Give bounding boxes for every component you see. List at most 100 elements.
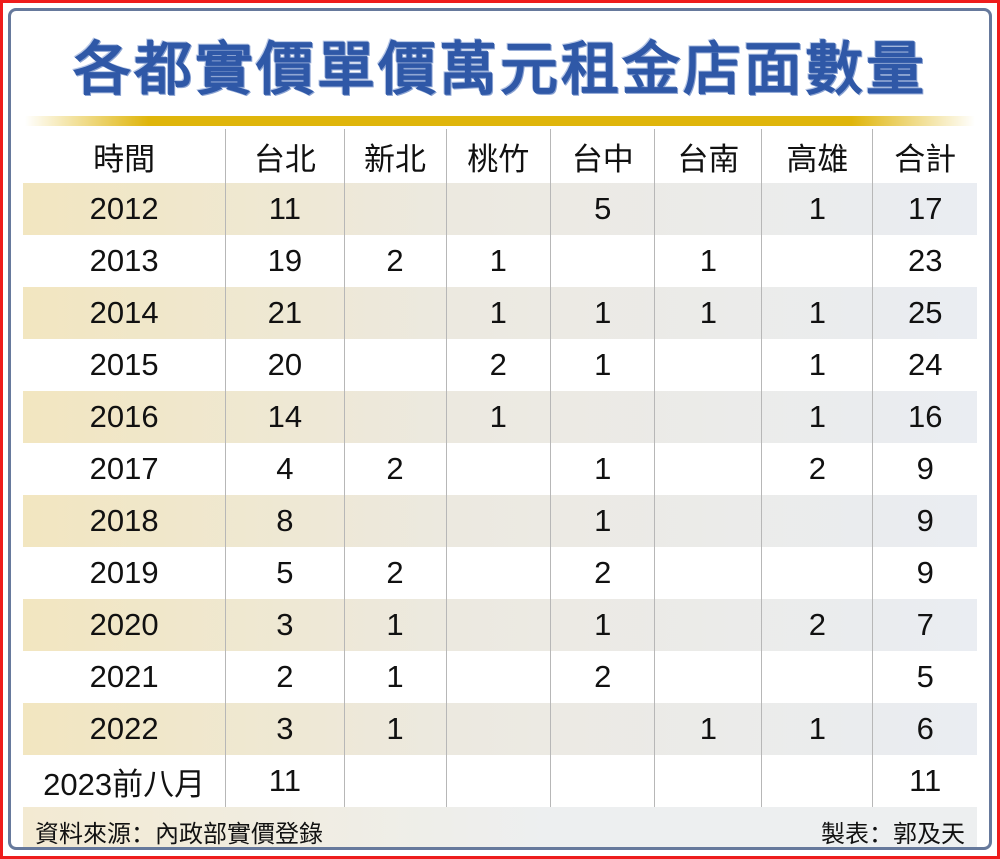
table-cell: 2: [445, 339, 550, 391]
table-cell: 2: [343, 547, 446, 599]
table-cell: [445, 651, 550, 703]
table-row: 2013 19 2 1 1 23: [23, 235, 977, 287]
table-cell: 2: [761, 599, 872, 651]
table-cell: 4: [225, 443, 343, 495]
table-row: 2021 2 1 2 5: [23, 651, 977, 703]
table-cell: 1: [445, 391, 550, 443]
page-frame-blue: 各都實價單價萬元租金店面數量 時間 台北 新北 桃竹 台中 台南 高雄 合計 2012 11 5 1…: [8, 8, 992, 850]
table-cell: [654, 339, 761, 391]
table-cell: 14: [225, 391, 343, 443]
table-cell: [654, 755, 761, 807]
table-row: 2022 3 1 1 1 6: [23, 703, 977, 755]
table-cell: [654, 443, 761, 495]
table-cell: [343, 287, 446, 339]
table-cell: [761, 495, 872, 547]
table-cell: 3: [225, 599, 343, 651]
table-cell: 9: [872, 495, 976, 547]
table-cell: 11: [225, 755, 343, 807]
row-label: 2015: [89, 347, 159, 382]
table-cell: 1: [654, 703, 761, 755]
table-cell: 1: [343, 651, 446, 703]
table-cell: 9: [872, 547, 976, 599]
table-cell: 1: [761, 287, 872, 339]
header-cell: 高雄: [761, 129, 873, 183]
table-cell: 1: [550, 287, 654, 339]
table-cell: [654, 495, 761, 547]
table-cell: [654, 651, 761, 703]
table-cell: 1: [343, 703, 446, 755]
table-cell: [445, 703, 550, 755]
table-body: 2012 11 5 1 17 2013 19 2 1 1 23 2014 21 1 1 1 1 25 2015 20 2…: [23, 183, 977, 807]
table-cell: 1: [761, 391, 872, 443]
table-cell: 21: [225, 287, 343, 339]
table-cell: 23: [872, 235, 976, 287]
table-cell: [445, 495, 550, 547]
table-cell: 1: [761, 703, 872, 755]
table-row: 2019 5 2 2 9: [23, 547, 977, 599]
header-row: 時間 台北 新北 桃竹 台中 台南 高雄 合計: [23, 129, 977, 183]
header-cell: 時間: [23, 129, 226, 183]
row-label: 2018: [89, 503, 159, 538]
table-cell: 2: [550, 547, 654, 599]
table-cell: 2: [761, 443, 872, 495]
table-cell: 1: [761, 183, 872, 235]
table-cell: 5: [872, 651, 976, 703]
page-title: 各都實價單價萬元租金店面數量: [72, 37, 927, 102]
table-row: 2017 4 2 1 2 9: [23, 443, 977, 495]
table-cell: [343, 183, 446, 235]
table-cell: 1: [654, 235, 761, 287]
table-cell: 1: [550, 599, 654, 651]
header-cell: 桃竹: [445, 129, 551, 183]
table-cell: 11: [225, 183, 343, 235]
table-cell: 1: [550, 443, 654, 495]
row-label: 2013: [89, 243, 159, 278]
table-cell: [654, 391, 761, 443]
table-cell: 2: [343, 235, 446, 287]
table-cell: 1: [654, 287, 761, 339]
table-cell: 5: [550, 183, 654, 235]
table-cell: [761, 547, 872, 599]
header-cell: 台北: [225, 129, 344, 183]
header-cell: 台中: [550, 129, 655, 183]
table-cell: [654, 599, 761, 651]
footer-bar: 資料來源：內政部實價登錄 製表：郭及天: [23, 807, 977, 848]
table-cell: [761, 651, 872, 703]
header-cell: 新北: [343, 129, 446, 183]
table-cell: [445, 183, 550, 235]
source-label: 資料來源：內政部實價登錄: [35, 821, 323, 848]
table-cell: [343, 495, 446, 547]
row-label: 2020: [89, 607, 159, 642]
header-cell: 台南: [654, 129, 762, 183]
row-label: 2023前八月: [43, 766, 206, 802]
table-cell: [761, 235, 872, 287]
table-row: 2018 8 1 9: [23, 495, 977, 547]
table-cell: 1: [343, 599, 446, 651]
table-cell: 17: [872, 183, 976, 235]
table-cell: 1: [445, 287, 550, 339]
table-row: 2015 20 2 1 1 24: [23, 339, 977, 391]
table-cell: [761, 755, 872, 807]
table-cell: 2: [550, 651, 654, 703]
row-label: 2021: [89, 659, 159, 694]
row-label: 2022: [89, 711, 159, 746]
table-cell: 1: [445, 235, 550, 287]
table-cell: [343, 391, 446, 443]
table-row: 2020 3 1 1 2 7: [23, 599, 977, 651]
table-cell: [550, 391, 654, 443]
data-table: 時間 台北 新北 桃竹 台中 台南 高雄 合計 2012 11 5 1 17 2013 19 2 1 1 23 20…: [23, 129, 977, 807]
table-cell: 1: [550, 339, 654, 391]
table-cell: [654, 183, 761, 235]
table-cell: [654, 547, 761, 599]
table-cell: [550, 703, 654, 755]
table-cell: 11: [872, 755, 976, 807]
table-cell: 24: [872, 339, 976, 391]
table-cell: 16: [872, 391, 976, 443]
table-cell: 6: [872, 703, 976, 755]
table-row: 2016 14 1 1 16: [23, 391, 977, 443]
table-cell: 1: [550, 495, 654, 547]
table-cell: 25: [872, 287, 976, 339]
table-cell: 5: [225, 547, 343, 599]
table-cell: 1: [761, 339, 872, 391]
table-cell: [445, 755, 550, 807]
